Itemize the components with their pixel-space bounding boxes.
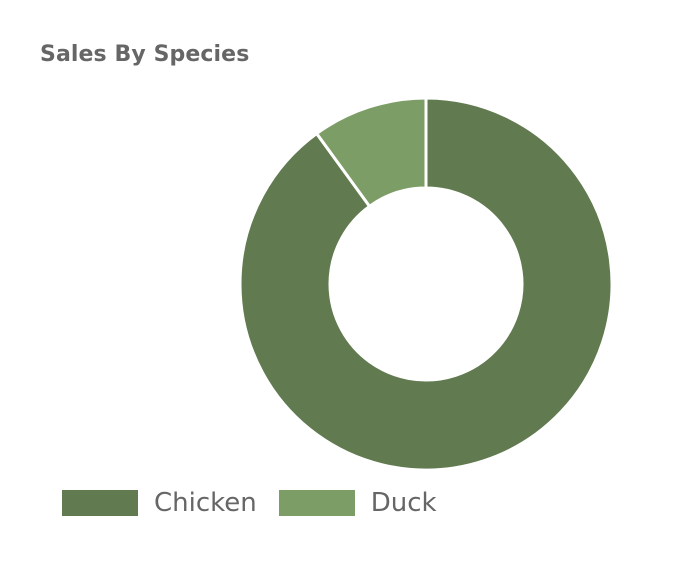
donut-slice-duck[interactable] [314, 96, 428, 209]
legend: Chicken Duck [62, 490, 459, 516]
chart-title: Sales By Species [40, 42, 250, 67]
legend-swatch-duck [278, 490, 355, 516]
donut-slice-chicken[interactable] [238, 96, 614, 472]
legend-item-duck[interactable]: Duck [278, 488, 437, 518]
legend-swatch-chicken [62, 490, 138, 516]
legend-label-duck: Duck [370, 488, 437, 518]
legend-item-chicken[interactable]: Chicken [62, 490, 257, 516]
legend-label-chicken: Chicken [154, 488, 257, 518]
